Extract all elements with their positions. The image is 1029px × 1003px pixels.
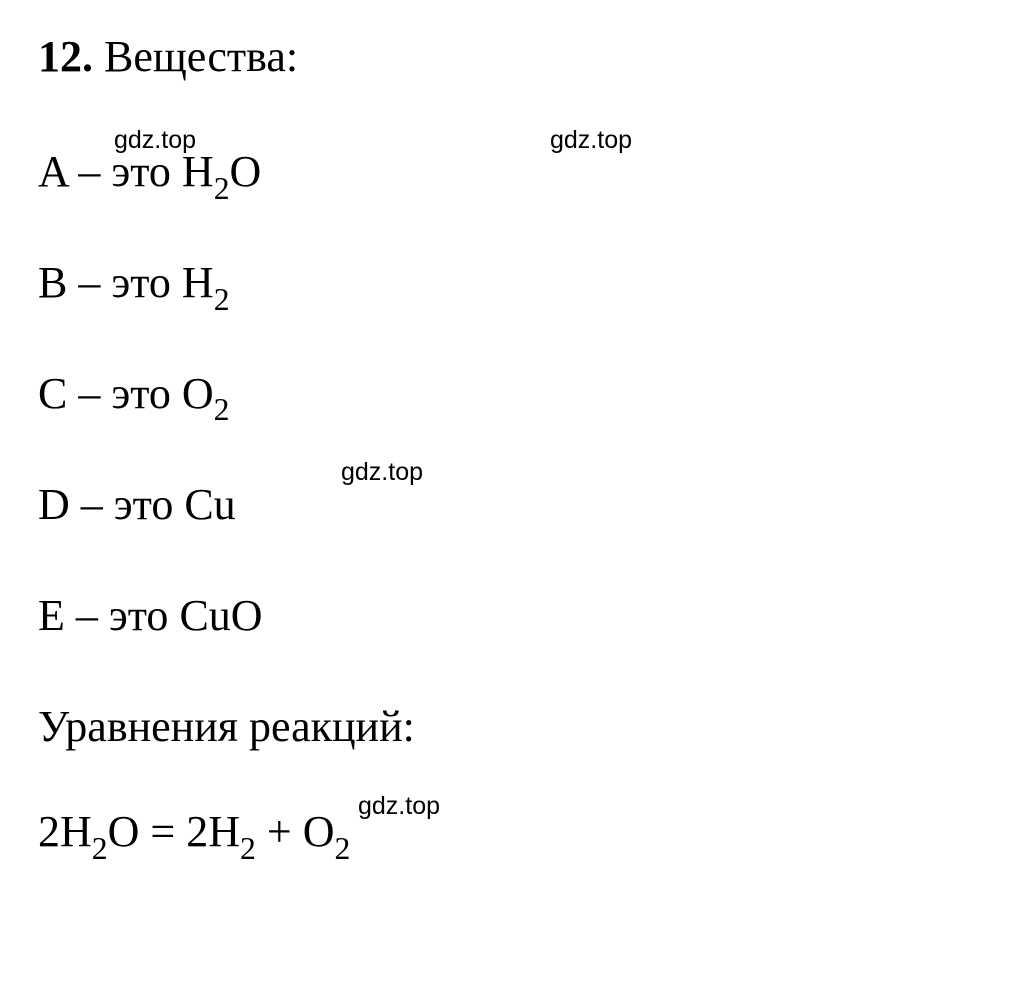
connector-b: – это [67, 258, 182, 307]
suffix-a: O [230, 147, 262, 196]
sub-a: 2 [214, 171, 230, 206]
formula-d: Cu [184, 480, 235, 529]
formula-e: CuO [179, 591, 262, 640]
formula-b: H [182, 258, 214, 307]
label-d: D [38, 480, 70, 529]
sub-c: 2 [214, 392, 230, 427]
substance-line-e: E – это CuO [38, 587, 991, 650]
eq-rhs1-coef: 2 [186, 807, 208, 856]
connector-d: – это [70, 480, 185, 529]
substance-line-a: A – это H2O [38, 143, 991, 206]
sub-b: 2 [214, 282, 230, 317]
equation-line: 2H2O = 2H2 + O2 [38, 803, 991, 866]
eq-sign: = [139, 807, 186, 856]
eq-rhs2-el: O [303, 807, 335, 856]
reactions-heading: Уравнения реакций: [38, 698, 991, 755]
eq-rhs1-el: H [208, 807, 240, 856]
label-a: A [38, 147, 67, 196]
eq-plus: + [256, 807, 303, 856]
substance-line-d: D – это Cu [38, 476, 991, 539]
title-line: 12. Вещества: [38, 28, 991, 85]
label-e: E [38, 591, 65, 640]
title-text [93, 32, 104, 81]
connector-e: – это [65, 591, 180, 640]
document-content: gdz.top gdz.top gdz.top gdz.top 12. Веще… [38, 28, 991, 866]
substance-line-b: B – это H2 [38, 254, 991, 317]
title-word: Вещества: [104, 32, 298, 81]
eq-rhs1-sub: 2 [240, 831, 256, 866]
substance-line-c: C – это O2 [38, 365, 991, 428]
eq-lhs-el2: O [108, 807, 140, 856]
problem-number: 12. [38, 32, 93, 81]
eq-lhs-el1: H [60, 807, 92, 856]
label-b: B [38, 258, 67, 307]
connector-a: – это [67, 147, 182, 196]
eq-lhs-coef: 2 [38, 807, 60, 856]
label-c: C [38, 369, 67, 418]
eq-lhs-sub1: 2 [92, 831, 108, 866]
eq-rhs2-sub: 2 [334, 831, 350, 866]
formula-a: H [182, 147, 214, 196]
connector-c: – это O [67, 369, 213, 418]
